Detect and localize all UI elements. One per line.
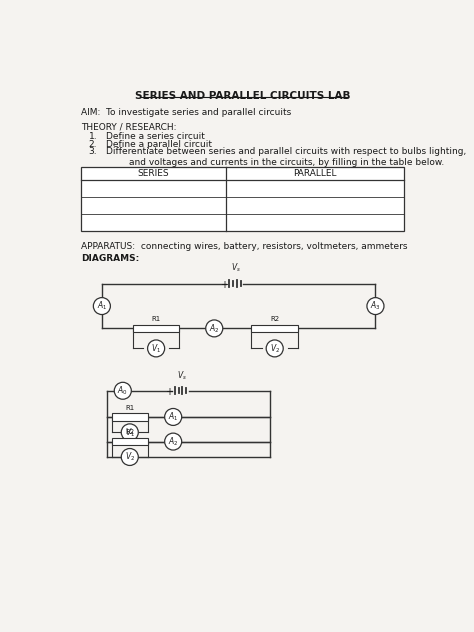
Text: $A_0$: $A_0$ (118, 384, 128, 397)
Text: +: + (219, 279, 228, 289)
Text: R1: R1 (125, 404, 135, 411)
Text: APPARATUS:  connecting wires, battery, resistors, voltmeters, ammeters: APPARATUS: connecting wires, battery, re… (81, 242, 408, 251)
Text: $V_s$: $V_s$ (177, 369, 187, 382)
Text: Differentiate between series and parallel circuits with respect to bulbs lightin: Differentiate between series and paralle… (106, 147, 466, 167)
Circle shape (266, 340, 283, 357)
Bar (251, 325, 298, 332)
Text: THEORY / RESEARCH:: THEORY / RESEARCH: (81, 122, 176, 131)
Text: R2: R2 (270, 316, 279, 322)
Text: DIAGRAMS:: DIAGRAMS: (81, 255, 139, 264)
Bar (133, 325, 179, 332)
Circle shape (93, 298, 110, 315)
Bar (112, 438, 147, 446)
Text: $A_1$: $A_1$ (97, 300, 107, 312)
Text: 1.: 1. (89, 132, 97, 141)
Text: R1: R1 (152, 316, 161, 322)
Circle shape (114, 382, 131, 399)
Text: SERIES: SERIES (137, 169, 169, 178)
Bar (112, 413, 147, 421)
Bar (81, 167, 404, 231)
Text: $A_1$: $A_1$ (168, 411, 178, 423)
Circle shape (367, 298, 384, 315)
Text: SERIES AND PARALLEL CIRCUITS LAB: SERIES AND PARALLEL CIRCUITS LAB (135, 91, 351, 101)
Circle shape (164, 408, 182, 425)
Text: R2: R2 (125, 429, 134, 435)
Text: $A_2$: $A_2$ (168, 435, 178, 448)
Text: $V_1$: $V_1$ (125, 426, 135, 439)
Text: 2.: 2. (89, 140, 97, 149)
Circle shape (147, 340, 164, 357)
Circle shape (206, 320, 223, 337)
Text: 3.: 3. (89, 147, 97, 157)
Circle shape (121, 424, 138, 441)
Text: AIM:  To investigate series and parallel circuits: AIM: To investigate series and parallel … (81, 108, 291, 117)
Circle shape (164, 433, 182, 450)
Text: +: + (165, 387, 173, 396)
Circle shape (121, 449, 138, 465)
Text: $V_2$: $V_2$ (125, 451, 135, 463)
Text: Define a parallel circuit: Define a parallel circuit (106, 140, 212, 149)
Text: $V_1$: $V_1$ (151, 342, 161, 355)
Text: Define a series circuit: Define a series circuit (106, 132, 205, 141)
Text: $V_s$: $V_s$ (231, 262, 241, 274)
Text: PARALLEL: PARALLEL (293, 169, 337, 178)
Text: $A_2$: $A_2$ (209, 322, 219, 335)
Text: $V_2$: $V_2$ (270, 342, 280, 355)
Text: $A_3$: $A_3$ (370, 300, 381, 312)
